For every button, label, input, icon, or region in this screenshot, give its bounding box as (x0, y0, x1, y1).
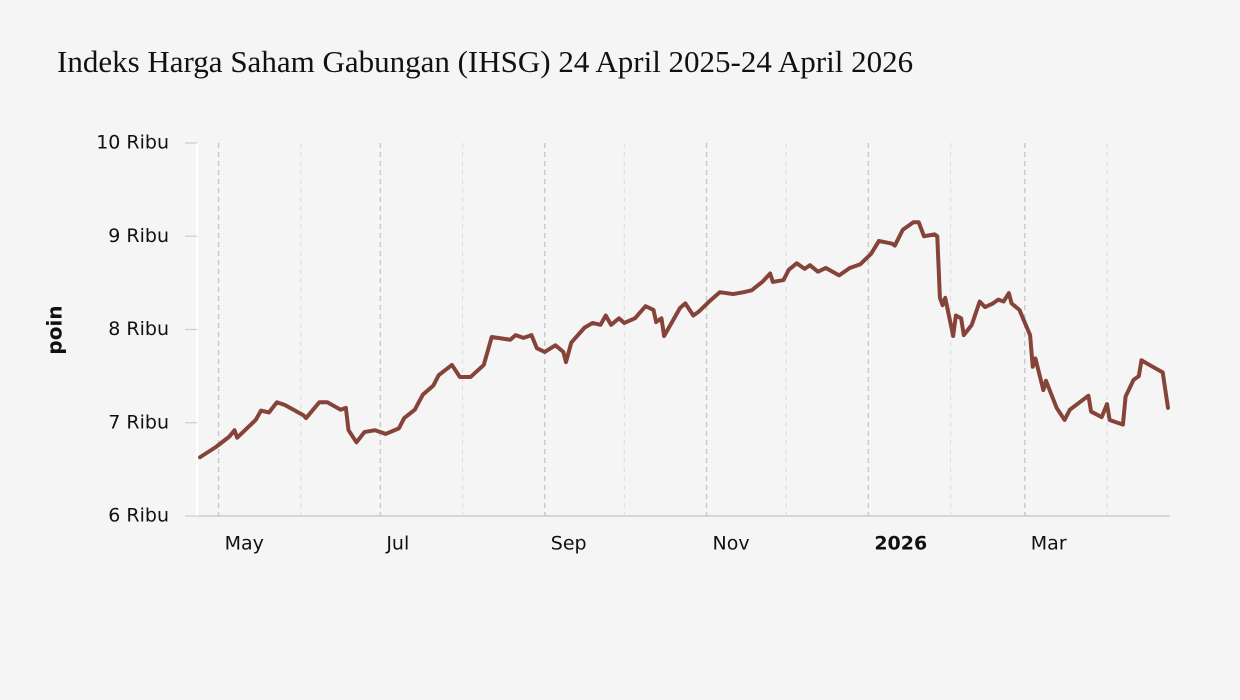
x-tick-label: Sep (551, 533, 587, 555)
x-tick-label: 2026 (874, 533, 927, 555)
x-tick-label: Jul (385, 533, 409, 555)
y-tick-label: 10 Ribu (96, 132, 169, 154)
y-tick-label: 6 Ribu (108, 505, 169, 527)
y-tick-label: 7 Ribu (108, 411, 169, 433)
y-tick-label: 9 Ribu (108, 225, 169, 247)
y-tick-label: 8 Ribu (108, 318, 169, 340)
x-tick-label: May (225, 533, 264, 555)
y-axis-title: poin (43, 305, 67, 354)
price-line (198, 220, 1170, 460)
x-tick-label: Mar (1031, 533, 1067, 555)
x-tick-label: Nov (713, 533, 750, 555)
chart-title: Indeks Harga Saham Gabungan (IHSG) 24 Ap… (57, 44, 913, 79)
